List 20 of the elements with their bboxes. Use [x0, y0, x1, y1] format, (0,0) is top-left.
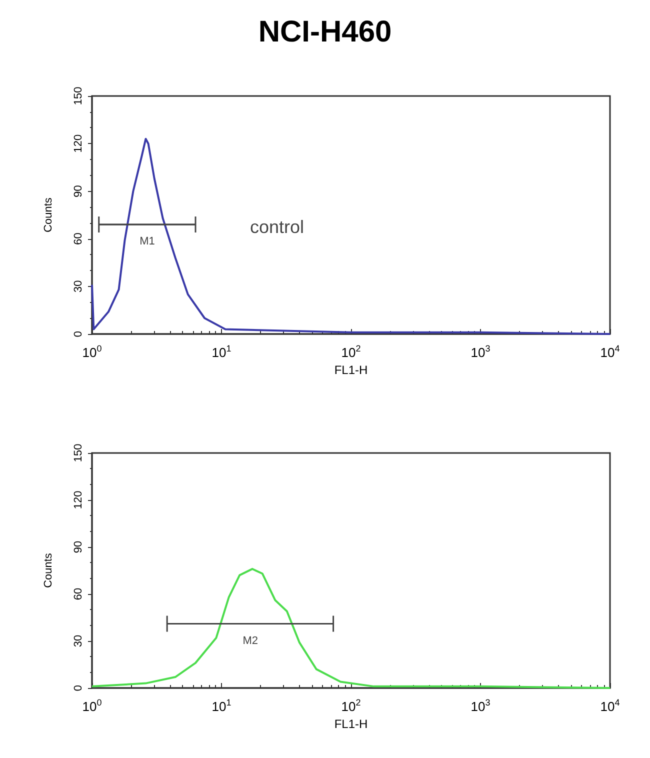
y-tick-label: 150	[72, 444, 84, 462]
y-tick-label: 90	[72, 185, 84, 198]
annotation: control	[250, 217, 304, 237]
x-axis-title: FL1-H	[334, 363, 368, 377]
y-tick-label: 90	[72, 540, 84, 554]
y-tick-label: 60	[72, 588, 84, 600]
y-tick-label: 0	[72, 330, 84, 338]
y-tick-label: 120	[72, 134, 84, 153]
y-axis-title: Counts	[42, 197, 54, 232]
y-tick-label: 30	[72, 280, 84, 293]
annotation: M1	[140, 236, 155, 248]
x-axis-title: FL1-H	[334, 717, 368, 731]
y-tick-label: 60	[72, 232, 84, 245]
annotation: M2	[242, 634, 258, 647]
y-axis-title: Counts	[42, 552, 54, 588]
y-tick-label: 30	[72, 634, 84, 648]
chart-title: NCI-H460	[258, 16, 392, 48]
y-tick-label: 150	[72, 86, 84, 106]
y-tick-label: 0	[72, 684, 84, 692]
y-tick-label: 120	[72, 490, 84, 510]
